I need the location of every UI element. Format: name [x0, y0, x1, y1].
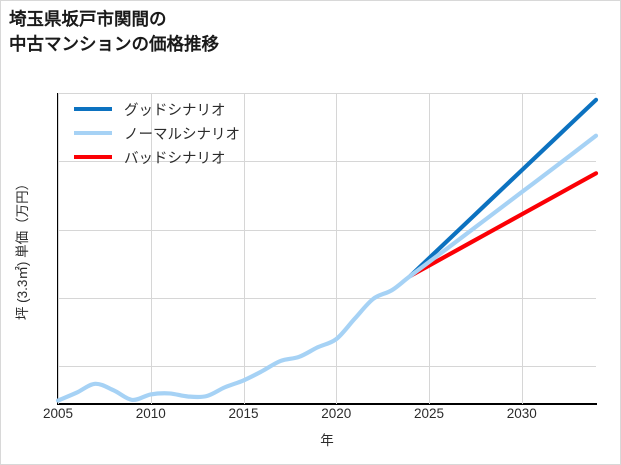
gridline-y-60 — [58, 298, 596, 300]
gridline-y-40 — [58, 366, 596, 368]
gridline-y-80 — [58, 229, 596, 231]
x-tick-2015: 2015 — [228, 406, 259, 421]
y-axis-line — [57, 93, 59, 404]
y-axis-label: 坪 (3.3㎡) 単価（万円） — [15, 176, 30, 321]
legend-swatch-normal-icon — [74, 130, 112, 136]
gridline-x-2025 — [429, 93, 430, 404]
legend-item-normal: ノーマルシナリオ — [74, 121, 289, 145]
legend-swatch-good-icon — [74, 106, 112, 112]
x-axis-line — [57, 403, 597, 405]
x-tick-2020: 2020 — [321, 406, 352, 421]
x-tick-2005: 2005 — [42, 406, 74, 421]
gridline-y-100 — [58, 161, 596, 163]
gridline-x-2030 — [521, 93, 523, 404]
legend-label-bad: バッドシナリオ — [124, 150, 226, 167]
series-lines — [55, 97, 599, 403]
chart-legend: グッドシナリオ ノーマルシナリオ バッドシナリオ — [74, 97, 289, 169]
legend-item-good: グッドシナリオ — [74, 97, 289, 121]
x-tick-2030: 2030 — [506, 406, 537, 421]
x-tick-2025: 2025 — [413, 406, 445, 421]
legend-item-bad: バッドシナリオ — [74, 145, 289, 169]
gridline-x-2020 — [336, 93, 338, 404]
gridline-x-2005 — [58, 93, 59, 404]
x-axis-label: 年 — [320, 433, 334, 448]
gridline-x-2015 — [243, 93, 245, 404]
legend-label-normal: ノーマルシナリオ — [124, 126, 240, 143]
series-line-ノーマルシナリオ — [55, 133, 599, 403]
legend-label-good: グッドシナリオ — [124, 102, 226, 119]
gridline-y-120 — [58, 93, 596, 94]
x-tick-2010: 2010 — [135, 406, 166, 421]
chart-title: 埼玉県坂戸市関間の 中古マンションの価格推移 — [9, 9, 219, 54]
series-line-バッドシナリオ — [408, 171, 599, 278]
legend-swatch-bad-icon — [74, 154, 112, 160]
gridline-x-2010 — [150, 93, 152, 404]
series-line-グッドシナリオ — [408, 97, 599, 278]
